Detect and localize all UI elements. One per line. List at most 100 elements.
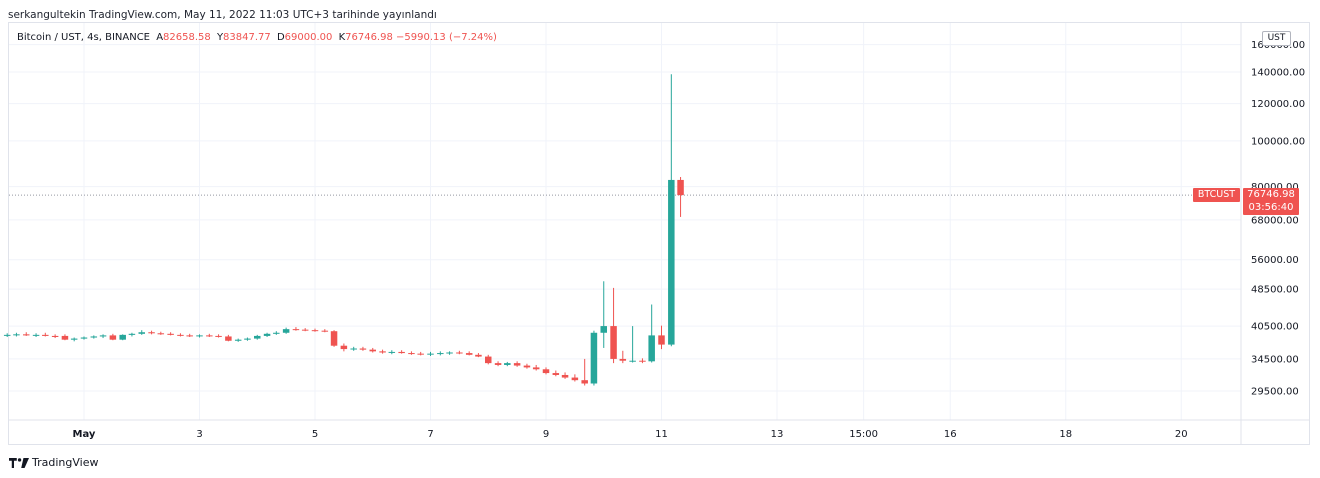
y-tick-label: 48500.00	[1251, 285, 1299, 296]
candle-body	[350, 348, 357, 350]
candle-body	[225, 336, 232, 341]
legend-change: −5990.13 (−7.24%)	[396, 32, 497, 43]
candle-body	[388, 351, 396, 353]
candle-body	[359, 348, 367, 350]
legend-open-label: A	[156, 32, 164, 43]
candle-body	[109, 335, 117, 340]
y-tick-label: 56000.00	[1251, 255, 1299, 266]
candle-body	[128, 333, 136, 335]
candle-body	[456, 352, 463, 354]
y-tick-label: 100000.00	[1251, 136, 1305, 147]
candle-body	[234, 339, 242, 341]
candle-body	[321, 330, 329, 332]
candle-body	[629, 360, 636, 362]
legend-open: 82658.58	[163, 32, 211, 43]
chart-frame[interactable]	[8, 22, 1310, 445]
candle-body	[80, 337, 88, 339]
y-tick-label: 140000.00	[1251, 68, 1305, 79]
publish-caption: serkangultekin TradingView.com, May 11, …	[8, 9, 437, 21]
legend-close: 76746.98	[345, 32, 393, 43]
candle-body	[51, 335, 59, 337]
x-tick-label: 13	[771, 429, 784, 440]
footer-brand-label: TradingView	[32, 456, 99, 469]
candle-body	[311, 330, 319, 332]
candle-body	[340, 345, 348, 350]
candle-body	[369, 349, 376, 352]
candle-body	[215, 335, 222, 337]
candle-body	[13, 334, 20, 336]
candle-body	[254, 335, 261, 339]
candle-body	[398, 351, 405, 354]
legend-high: 83847.77	[223, 32, 271, 43]
candle-body	[494, 363, 502, 365]
last-price-tag: 76746.98 03:56:40	[1243, 188, 1299, 215]
candle-body	[408, 353, 415, 355]
candle-body	[263, 333, 271, 336]
tradingview-logo-icon	[9, 457, 29, 468]
candle-body	[32, 334, 40, 336]
candle-body	[648, 335, 655, 362]
candle-body	[465, 353, 473, 355]
y-tick-label: 34500.00	[1251, 354, 1299, 365]
candle-body	[206, 335, 213, 337]
legend-low: 69000.00	[284, 32, 333, 43]
symbol-price-tag: BTCUST	[1193, 188, 1240, 202]
candle-body	[668, 179, 675, 345]
candle-body	[23, 334, 30, 336]
candle-body	[42, 334, 49, 336]
candle-body	[590, 332, 598, 384]
candle-body	[157, 333, 165, 335]
candle-body	[437, 353, 444, 355]
candle-body	[196, 335, 203, 337]
candle-body	[532, 367, 540, 370]
candle-body	[3, 334, 11, 336]
candle-body	[90, 336, 98, 338]
x-tick-label: May	[73, 429, 96, 440]
candle-body	[177, 334, 184, 336]
candle-body	[70, 338, 78, 340]
footer-brand[interactable]: TradingView	[9, 456, 98, 469]
candle-body	[273, 332, 280, 334]
candle-body	[301, 329, 309, 331]
y-tick-label: 29500.00	[1251, 387, 1299, 398]
candle-body	[292, 329, 300, 331]
candle-body	[658, 335, 665, 345]
candle-body	[523, 365, 531, 368]
candle-body	[475, 354, 482, 357]
x-tick-label: 5	[312, 429, 318, 440]
x-tick-label: 3	[196, 429, 202, 440]
candle-body	[244, 338, 251, 340]
candle-body	[330, 331, 338, 346]
legend-symbol: Bitcoin / UST, 4s, BINANCE	[17, 32, 150, 43]
candle-body	[581, 380, 588, 384]
x-tick-label: 20	[1175, 429, 1188, 440]
legend-low-label: D	[276, 32, 285, 43]
x-tick-label: 9	[543, 429, 549, 440]
ohlc-legend: Bitcoin / UST, 4s, BINANCE A82658.58 Y83…	[17, 32, 497, 43]
candle-body	[561, 374, 569, 378]
x-tick-label: 7	[427, 429, 433, 440]
y-tick-label: 80000.00	[1251, 182, 1299, 193]
legend-high-label: Y	[216, 32, 224, 43]
bar-countdown: 03:56:40	[1248, 202, 1294, 213]
candle-body	[186, 335, 193, 337]
candle-body	[119, 334, 126, 340]
candle-body	[138, 332, 145, 334]
x-tick-label: 15:00	[849, 429, 878, 440]
x-tick-label: 11	[655, 429, 668, 440]
candle-body	[542, 369, 550, 374]
candle-body	[513, 363, 521, 366]
candle-body	[610, 326, 617, 359]
y-tick-label: 68000.00	[1251, 215, 1299, 226]
candle-body	[677, 179, 684, 196]
candle-body	[427, 353, 434, 355]
y-tick-label: 120000.00	[1251, 99, 1305, 110]
y-tick-label: 40500.00	[1251, 322, 1299, 333]
currency-badge[interactable]: UST	[1262, 31, 1291, 46]
candle-body	[99, 335, 107, 337]
candle-body	[600, 326, 607, 333]
candle-body	[282, 329, 290, 333]
candle-body	[639, 360, 646, 362]
candle-body	[619, 358, 627, 361]
